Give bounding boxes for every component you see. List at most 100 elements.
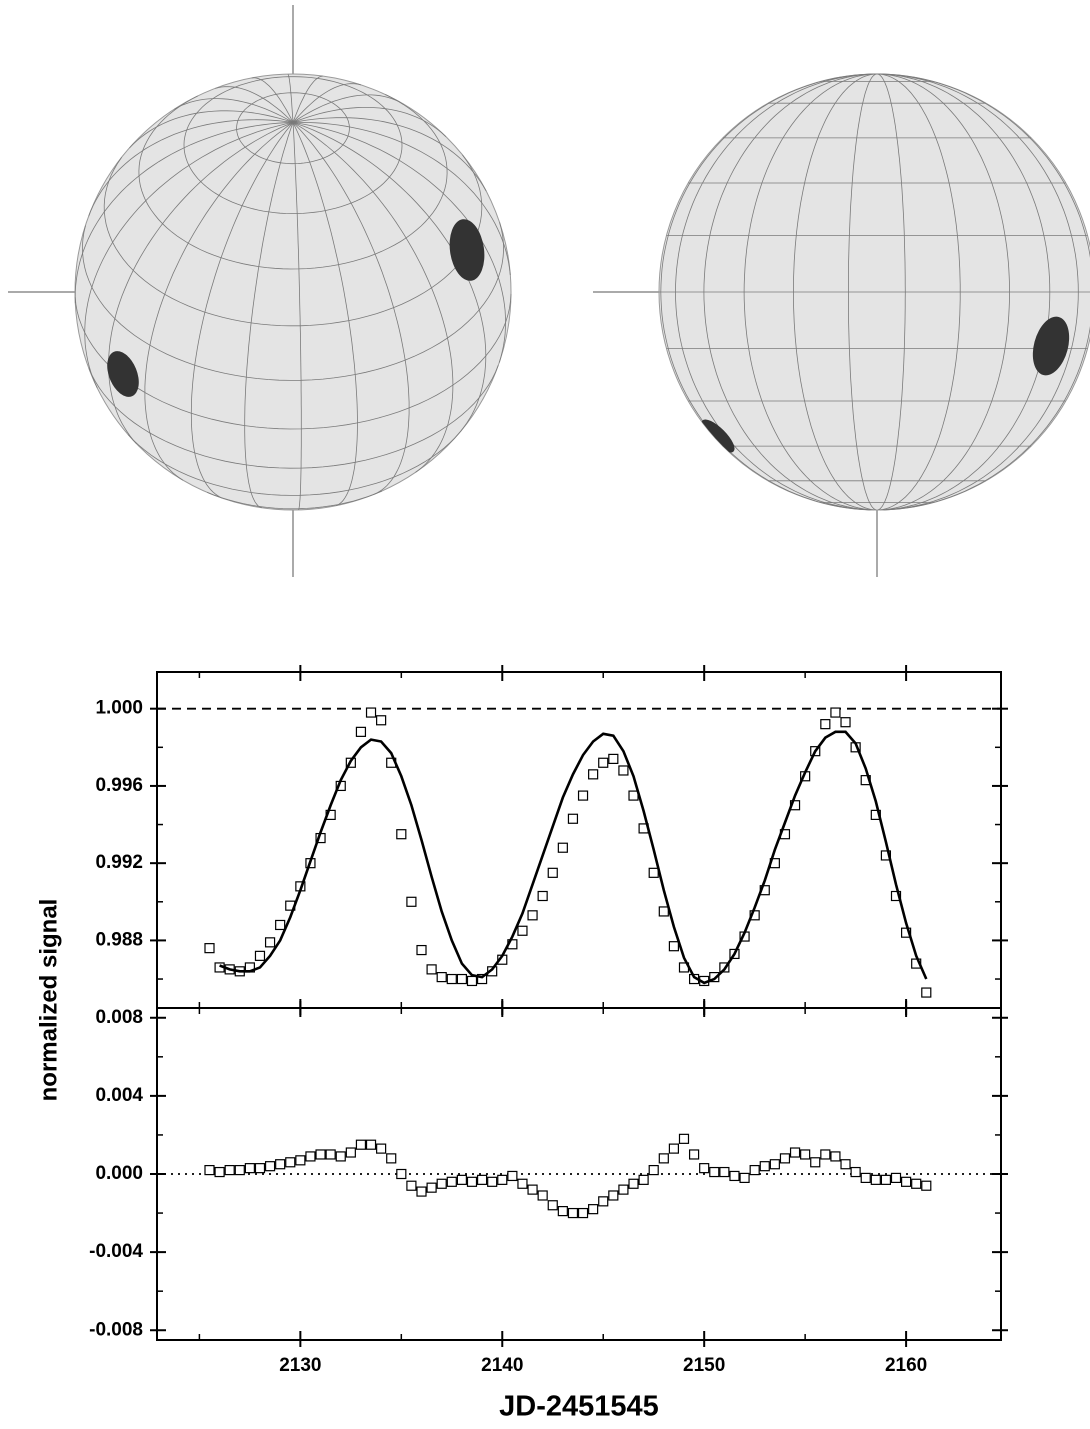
data-point [315, 1149, 326, 1160]
graticule [292, 94, 400, 123]
x-tick-label: 2140 [481, 1355, 523, 1376]
graticule [292, 121, 511, 276]
graticule [876, 73, 1051, 511]
data-point [729, 1170, 740, 1182]
data-point [517, 925, 528, 936]
graticule [876, 73, 1090, 511]
data-point [285, 1157, 296, 1168]
data-point [264, 937, 276, 948]
data-point [244, 1163, 255, 1174]
spot-group [701, 316, 1070, 453]
data-point [204, 1164, 215, 1176]
model-curve [219, 730, 928, 985]
data-point [921, 987, 932, 998]
data-point [608, 1190, 619, 1201]
graticule [292, 122, 454, 473]
globe [74, 73, 512, 511]
data-point [608, 753, 619, 764]
data-point [396, 829, 407, 840]
data-point [810, 1157, 821, 1168]
data-point [345, 1147, 356, 1158]
data-point [668, 941, 679, 952]
data-point [699, 1163, 710, 1174]
y-tick-label: 0.000 [95, 1163, 143, 1184]
graticule [84, 122, 294, 389]
data-point [850, 1166, 861, 1178]
y-axis-title: normalized signal [35, 899, 62, 1102]
data-point [446, 973, 457, 985]
x-tick-label: 2150 [683, 1355, 725, 1376]
y-tick-label: -0.008 [89, 1319, 143, 1340]
data-point [567, 1207, 579, 1219]
data-point [386, 1153, 397, 1164]
graticule [292, 122, 358, 506]
data-point [476, 1174, 488, 1185]
data-point [598, 1196, 609, 1207]
data-point [901, 1176, 912, 1187]
plot-frame [156, 671, 1002, 1009]
data-point [911, 1178, 922, 1189]
y-tick-label: 1.000 [95, 698, 143, 719]
star-spot [449, 219, 485, 281]
data-point [668, 1143, 679, 1154]
data-point [275, 919, 286, 931]
data-point [517, 1178, 528, 1189]
data-point [254, 1163, 266, 1174]
data-point [456, 973, 467, 985]
graticule [81, 222, 505, 381]
graticule [876, 73, 1011, 511]
y-tick-label: 0.992 [95, 852, 143, 873]
data-point [376, 715, 387, 726]
data-point [830, 1151, 841, 1162]
data-point [618, 765, 629, 776]
data-point [648, 1164, 659, 1176]
data-point [840, 717, 851, 728]
data-point [547, 1200, 558, 1211]
data-point [628, 1178, 639, 1189]
graticule [88, 365, 499, 469]
data-point [719, 1166, 730, 1178]
graticule [287, 73, 294, 123]
data-point [688, 1149, 700, 1160]
data-point [860, 1172, 871, 1184]
y-tick-label: -0.004 [89, 1241, 143, 1262]
data-point [305, 1151, 316, 1162]
graticule [144, 122, 294, 481]
graticule [793, 73, 878, 511]
star-spot [1032, 316, 1070, 376]
data-point [436, 1178, 447, 1189]
data-point [598, 757, 609, 768]
data-point [436, 972, 447, 983]
graticule [127, 431, 461, 496]
graticule [74, 122, 294, 304]
graticule [207, 490, 382, 510]
data-point [628, 790, 639, 801]
star-spot [701, 419, 735, 453]
data-point [658, 1153, 669, 1164]
data-point [901, 927, 912, 938]
data-point [527, 1184, 538, 1195]
data-point [214, 1166, 225, 1178]
data-point [557, 842, 568, 853]
data-point [335, 1151, 346, 1162]
data-point [870, 1174, 881, 1185]
data-point [588, 769, 599, 780]
spot-model-globes [8, 5, 1090, 577]
data-point [325, 1149, 336, 1160]
data-point [759, 1161, 770, 1172]
data-point [709, 972, 720, 983]
data-point [456, 1174, 467, 1185]
data-point [739, 1172, 750, 1184]
graticule [848, 73, 878, 511]
data-point [648, 867, 659, 878]
graticule [292, 122, 410, 495]
data-point [426, 964, 437, 975]
data-point [487, 1176, 498, 1187]
data-point [547, 867, 558, 878]
data-point [406, 1180, 417, 1191]
graticule [876, 73, 906, 511]
data-point [557, 1206, 568, 1217]
y-tick-label: 0.008 [95, 1007, 143, 1028]
graticule [174, 98, 294, 123]
